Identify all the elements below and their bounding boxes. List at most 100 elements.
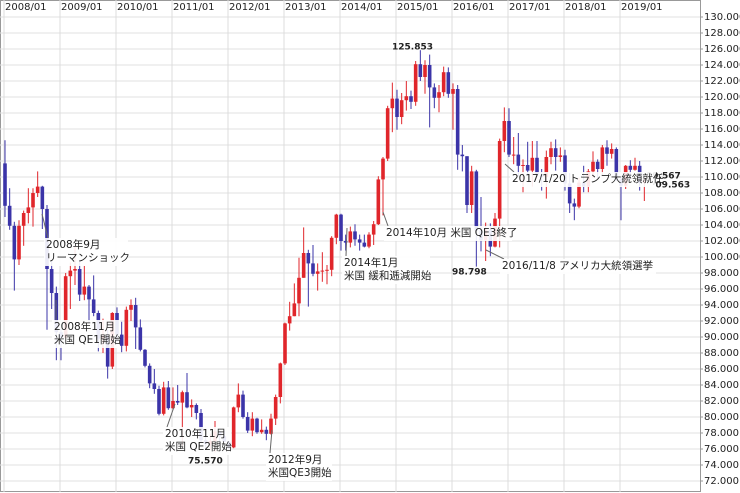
- leader-line: [382, 211, 389, 227]
- x-tick-label: 2008/01: [5, 2, 47, 13]
- candle-body: [451, 89, 455, 94]
- y-tick-label: 76.000: [704, 444, 739, 455]
- candle-body: [143, 349, 147, 366]
- candle-body: [413, 64, 418, 102]
- candle-body: [199, 413, 203, 441]
- leader-line: [504, 163, 515, 173]
- candle-body: [278, 363, 283, 397]
- annotation-text: 2016/11/8 アメリカ大統領選挙: [502, 259, 654, 272]
- candle-body: [161, 387, 166, 414]
- leader-line: [166, 403, 176, 428]
- candle-body: [474, 171, 479, 231]
- candle-body: [105, 336, 110, 367]
- candle-body: [138, 327, 143, 350]
- candle-body: [147, 365, 152, 384]
- candle-body: [343, 241, 348, 243]
- candle-body: [348, 231, 353, 243]
- candle-body: [455, 89, 460, 155]
- x-tick-label: 2017/01: [509, 2, 551, 13]
- candle-body: [77, 269, 82, 295]
- x-tick-label: 2010/01: [117, 2, 159, 13]
- x-tick-label: 2019/01: [621, 2, 663, 13]
- y-tick-label: 88.000: [704, 348, 739, 359]
- y-tick-label: 82.000: [704, 396, 739, 407]
- candle-body: [549, 148, 553, 157]
- candle-body: [535, 157, 539, 175]
- y-tick-label: 106.000: [704, 204, 740, 215]
- candle-body: [236, 394, 241, 408]
- candle-body: [633, 165, 637, 170]
- high-label: 125.853: [392, 43, 433, 53]
- candle-body: [119, 334, 124, 346]
- annotation-box: [342, 256, 430, 284]
- x-tick-label: 2016/01: [453, 2, 495, 13]
- candle-body: [446, 72, 451, 94]
- y-tick-label: 124.000: [704, 60, 740, 71]
- annotation-text: 2014年1月: [344, 256, 398, 269]
- candle-body: [175, 401, 180, 403]
- y-tick-label: 118.000: [704, 108, 740, 119]
- candle-body: [133, 305, 138, 328]
- y-tick-label: 130.000: [704, 12, 740, 23]
- y-tick-label: 114.000: [704, 140, 740, 151]
- candle-body: [63, 276, 68, 338]
- price-label: ·09.563: [652, 181, 690, 191]
- y-tick-label: 102.000: [704, 236, 740, 247]
- candle-body: [423, 65, 427, 77]
- candle-body: [367, 234, 371, 247]
- y-tick-label: 90.000: [704, 332, 739, 343]
- candle-body: [194, 405, 199, 413]
- y-tick-label: 126.000: [704, 44, 740, 55]
- candle-body: [245, 417, 250, 431]
- y-tick-label: 116.000: [704, 124, 740, 135]
- candle-body: [31, 193, 35, 208]
- y-tick-label: 122.000: [704, 76, 740, 87]
- x-tick-label: 2015/01: [397, 2, 439, 13]
- candle-body: [385, 108, 390, 159]
- annotation-box: [384, 226, 512, 241]
- annotation-box: [52, 320, 120, 348]
- annotation-text: 米国QE3開始: [268, 466, 332, 479]
- candle-body: [325, 269, 329, 271]
- candle-body: [427, 65, 432, 88]
- candle-body: [91, 299, 96, 313]
- candle-body: [292, 303, 297, 317]
- price-label: 09.567: [646, 172, 681, 182]
- candle-body: [320, 270, 325, 272]
- candle-body: [595, 161, 600, 169]
- candle-body: [124, 309, 129, 346]
- x-tick-label: 2009/01: [61, 2, 103, 13]
- candle-body: [329, 237, 334, 270]
- y-tick-label: 80.000: [704, 412, 739, 423]
- candle-body: [628, 165, 633, 170]
- candle-body: [231, 407, 236, 448]
- y-tick-label: 108.000: [704, 188, 740, 199]
- candle-body: [502, 121, 507, 141]
- y-tick-label: 72.000: [704, 476, 739, 487]
- x-tick-label: 2012/01: [229, 2, 271, 13]
- x-tick-label: 2014/01: [341, 2, 383, 13]
- candle-body: [404, 96, 409, 101]
- candle-body: [353, 231, 357, 240]
- candle-body: [283, 323, 287, 364]
- candle-body: [432, 87, 437, 98]
- annotation-box: [44, 238, 128, 266]
- annotation-text: 2010年11月: [165, 427, 226, 440]
- candle-body: [157, 389, 161, 414]
- candle-body: [49, 269, 54, 293]
- y-tick-label: 86.000: [704, 364, 739, 375]
- y-tick-label: 96.000: [704, 284, 739, 295]
- candle-body: [553, 148, 558, 157]
- candle-body: [334, 214, 339, 238]
- y-tick-label: 98.000: [704, 268, 739, 279]
- y-tick-label: 128.000: [704, 28, 740, 39]
- candle-body: [166, 387, 171, 409]
- low-label: 98.798: [452, 268, 487, 278]
- candle-body: [87, 286, 91, 300]
- candle-body: [395, 98, 399, 117]
- candle-body: [273, 397, 278, 419]
- candle-body: [507, 121, 511, 155]
- candle-body: [180, 392, 185, 403]
- candle-body: [250, 418, 255, 431]
- annotation-box: [510, 172, 656, 187]
